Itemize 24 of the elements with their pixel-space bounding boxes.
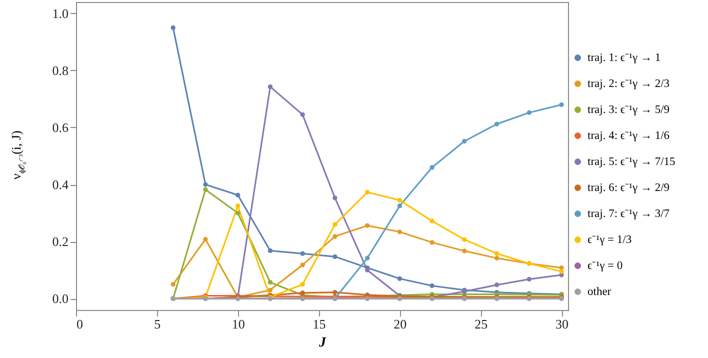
legend-label: other <box>588 286 612 298</box>
x-tick-label: 30 <box>556 316 569 332</box>
legend-label: ϵ⁻¹γ = 0 <box>588 260 623 272</box>
legend-label: traj. 1: ϵ⁻¹γ → 1 <box>588 52 661 64</box>
legend-label: traj. 7: ϵ⁻¹γ → 3/7 <box>588 208 670 220</box>
legend-label: ϵ⁻¹γ = 1/3 <box>588 234 632 246</box>
legend-label: traj. 3: ϵ⁻¹γ → 5/9 <box>588 104 670 116</box>
y-tick-label: 0.4 <box>52 177 69 192</box>
y-tick-label: 0.2 <box>52 234 68 250</box>
legend-label: traj. 2: ϵ⁻¹γ → 2/3 <box>588 78 670 90</box>
y-tick-label: 1.0 <box>52 6 68 21</box>
x-tick-label: 25 <box>474 316 488 332</box>
legend-label: traj. 4: ϵ⁻¹γ → 1/6 <box>588 130 670 142</box>
y-tick-label: 0.0 <box>52 291 68 306</box>
x-tick-label: 15 <box>312 316 326 332</box>
x-tick-label: 10 <box>232 316 245 332</box>
y-tick-label: 0.8 <box>52 62 68 78</box>
x-axis-title: J <box>318 336 327 350</box>
x-tick-label: 20 <box>394 316 407 332</box>
legend-label: traj. 6: ϵ⁻¹γ → 2/9 <box>588 182 670 194</box>
x-tick-label: 5 <box>154 316 161 332</box>
x-tick-label: 0 <box>76 316 83 332</box>
legend-label: traj. 5: ϵ⁻¹γ → 7/15 <box>588 156 676 168</box>
y-tick-label: 0.6 <box>52 120 69 135</box>
